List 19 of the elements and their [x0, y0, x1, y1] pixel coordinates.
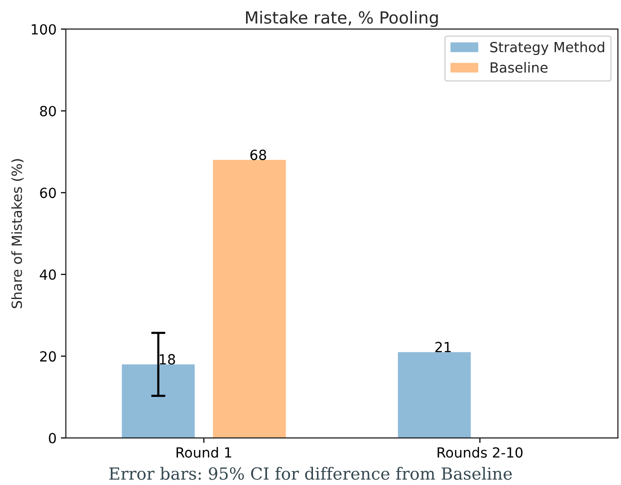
data-label: 68 [250, 150, 266, 160]
bar [122, 364, 195, 438]
chart-title: Mistake rate, % Pooling [246, 10, 438, 28]
text: Error bars: 95% CI for difference from Baseline [109, 466, 512, 480]
legend-label: Strategy Method [490, 42, 604, 56]
y-axis-title: Share of Mistakes (%) [11, 159, 24, 308]
x-tick-label: Round 1 [176, 446, 232, 458]
y-tick-label: 60 [40, 188, 56, 198]
y-tick-label: 20 [40, 351, 56, 362]
y-tick-label: 0 [48, 432, 56, 444]
y-tick-label: 100 [32, 24, 56, 35]
y-tick-label: 80 [40, 106, 56, 116]
data-label: 21 [435, 342, 451, 352]
y-tick-label: 40 [40, 269, 56, 280]
bar [398, 352, 471, 438]
bar [212, 160, 286, 438]
x-tick-label: Rounds 2-10 [438, 446, 523, 458]
data-label: 18 [160, 354, 176, 365]
legend-label: Baseline [490, 62, 548, 73]
